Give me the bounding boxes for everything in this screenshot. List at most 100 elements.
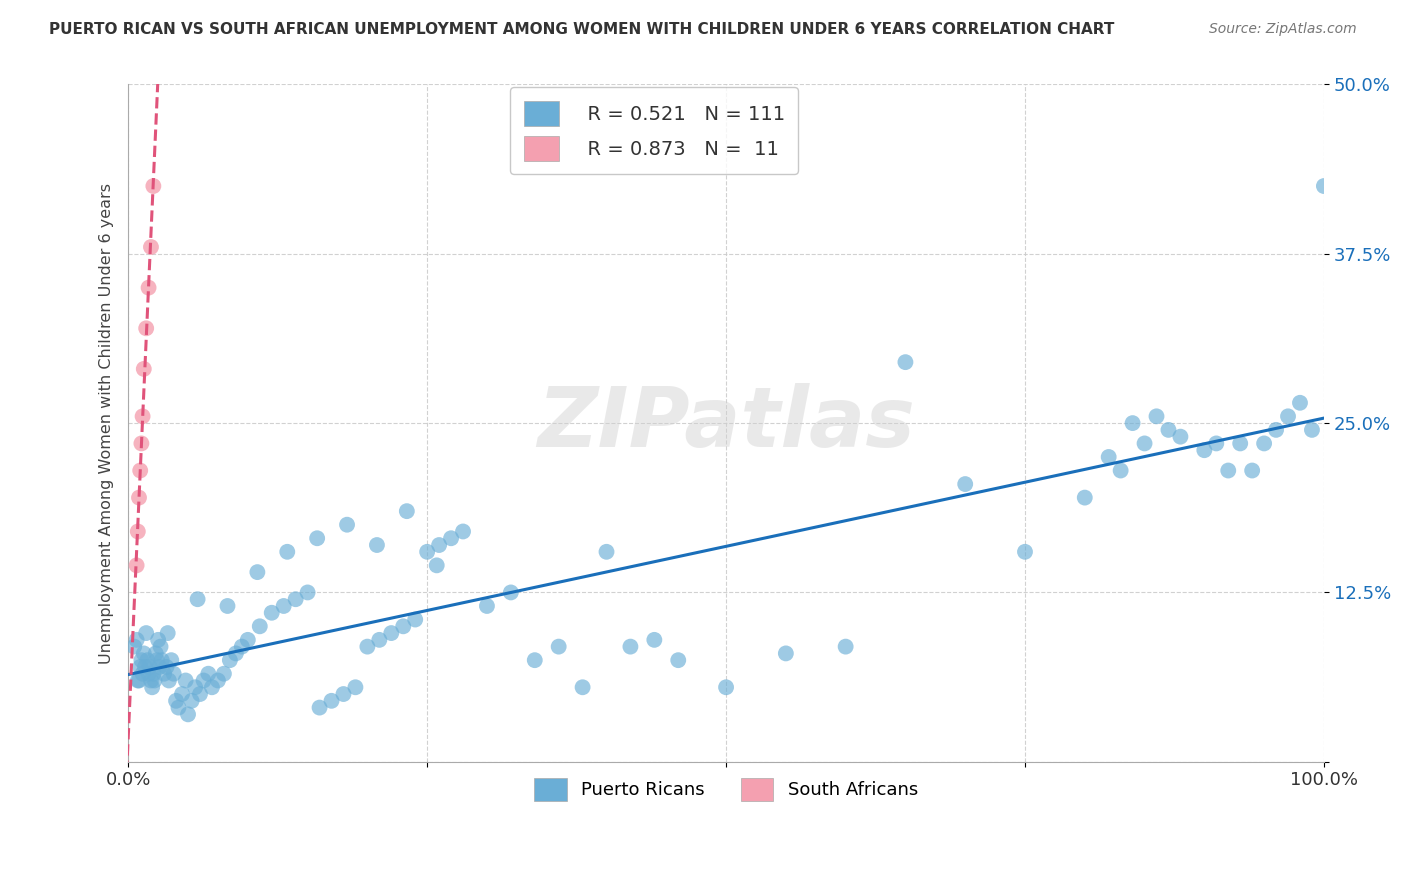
Point [643,632,665,647]
Point [666,653,689,667]
Point [1289,396,1312,410]
Point [1301,423,1323,437]
Point [139,240,162,254]
Point [132,362,155,376]
Point [284,592,307,607]
Point [129,463,152,477]
Point [142,179,165,194]
Point [184,680,207,694]
Point [150,653,173,667]
Point [416,545,439,559]
Point [127,673,149,688]
Point [1265,423,1288,437]
Point [426,558,449,573]
Point [139,660,162,674]
Point [1253,436,1275,450]
Point [165,694,187,708]
Point [249,619,271,633]
Point [332,687,354,701]
Point [225,647,247,661]
Point [128,673,150,688]
Point [146,632,169,647]
Point [187,592,209,607]
Point [1229,436,1251,450]
Point [217,599,239,613]
Point [201,680,224,694]
Legend: Puerto Ricans, South Africans: Puerto Ricans, South Africans [522,765,931,814]
Point [127,524,149,539]
Point [188,687,211,701]
Point [380,626,402,640]
Point [1109,463,1132,477]
Point [134,660,156,674]
Point [404,613,426,627]
Point [170,687,193,701]
Point [246,565,269,579]
Point [1157,423,1180,437]
Point [125,558,148,573]
Point [392,619,415,633]
Point [276,545,298,559]
Point [1074,491,1097,505]
Point [231,640,253,654]
Point [139,673,162,688]
Point [1218,463,1240,477]
Point [297,585,319,599]
Point [156,626,179,640]
Point [131,409,153,424]
Point [142,666,165,681]
Point [595,545,617,559]
Point [128,491,150,505]
Point [523,653,546,667]
Point [131,666,153,681]
Point [1241,463,1264,477]
Point [138,280,160,294]
Point [1170,430,1192,444]
Point [953,477,976,491]
Point [141,680,163,694]
Point [1277,409,1299,424]
Point [236,632,259,647]
Point [619,640,641,654]
Point [153,666,176,681]
Point [146,653,169,667]
Point [125,632,148,647]
Point [321,694,343,708]
Point [212,666,235,681]
Point [894,355,917,369]
Point [714,680,737,694]
Point [571,680,593,694]
Point [1146,409,1168,424]
Point [1313,179,1336,194]
Point [440,531,463,545]
Y-axis label: Unemployment Among Women with Children Under 6 years: Unemployment Among Women with Children U… [100,183,114,664]
Text: ZIPatlas: ZIPatlas [537,383,915,464]
Point [273,599,295,613]
Text: Source: ZipAtlas.com: Source: ZipAtlas.com [1209,22,1357,37]
Point [395,504,418,518]
Point [135,626,157,640]
Point [132,647,155,661]
Point [163,666,186,681]
Point [1133,436,1156,450]
Point [260,606,283,620]
Point [197,666,219,681]
Point [1205,436,1227,450]
Point [775,647,797,661]
Point [136,653,159,667]
Text: PUERTO RICAN VS SOUTH AFRICAN UNEMPLOYMENT AMONG WOMEN WITH CHILDREN UNDER 6 YEA: PUERTO RICAN VS SOUTH AFRICAN UNEMPLOYME… [49,22,1115,37]
Point [451,524,474,539]
Point [344,680,367,694]
Point [547,640,569,654]
Point [177,707,200,722]
Point [131,436,153,450]
Point [368,632,391,647]
Point [307,531,329,545]
Point [308,700,330,714]
Point [1098,450,1121,464]
Point [160,653,183,667]
Point [149,640,172,654]
Point [155,660,177,674]
Point [218,653,240,667]
Point [1014,545,1036,559]
